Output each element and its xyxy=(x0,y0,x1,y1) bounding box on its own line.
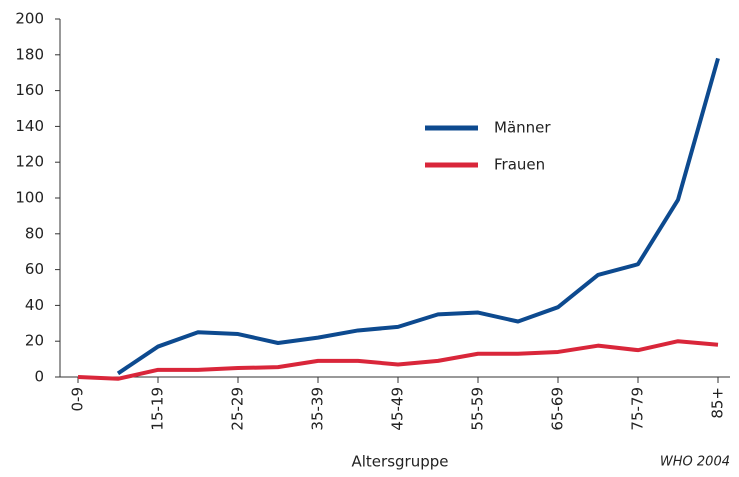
x-tick-label: 65-69 xyxy=(549,387,567,431)
legend-label: Frauen xyxy=(494,156,545,174)
y-tick-label: 40 xyxy=(25,296,44,314)
x-tick-label: 35-39 xyxy=(309,387,327,431)
y-tick-label: 120 xyxy=(15,153,44,171)
x-axis-label: Altersgruppe xyxy=(352,453,449,471)
y-tick-label: 20 xyxy=(25,332,44,350)
y-tick-label: 0 xyxy=(34,368,44,386)
y-tick-label: 140 xyxy=(15,117,44,135)
x-tick-label: 85+ xyxy=(709,387,727,419)
y-tick-label: 180 xyxy=(15,45,44,63)
y-tick-label: 80 xyxy=(25,224,44,242)
x-tick-label: 55-59 xyxy=(469,387,487,431)
source-note: WHO 2004 xyxy=(660,455,730,470)
y-tick-label: 200 xyxy=(15,10,44,28)
x-tick-label: 25-29 xyxy=(229,387,247,431)
x-tick-label: 75-79 xyxy=(629,387,647,431)
x-tick-label: 45-49 xyxy=(389,387,407,431)
x-tick-label: 15-19 xyxy=(149,387,167,431)
y-tick-label: 160 xyxy=(15,81,44,99)
legend-label: Männer xyxy=(494,119,551,137)
y-tick-label: 60 xyxy=(25,260,44,278)
series-line xyxy=(77,339,719,381)
y-tick-label: 100 xyxy=(15,189,44,207)
series-line xyxy=(116,57,720,376)
x-tick-label: 0-9 xyxy=(69,387,87,412)
